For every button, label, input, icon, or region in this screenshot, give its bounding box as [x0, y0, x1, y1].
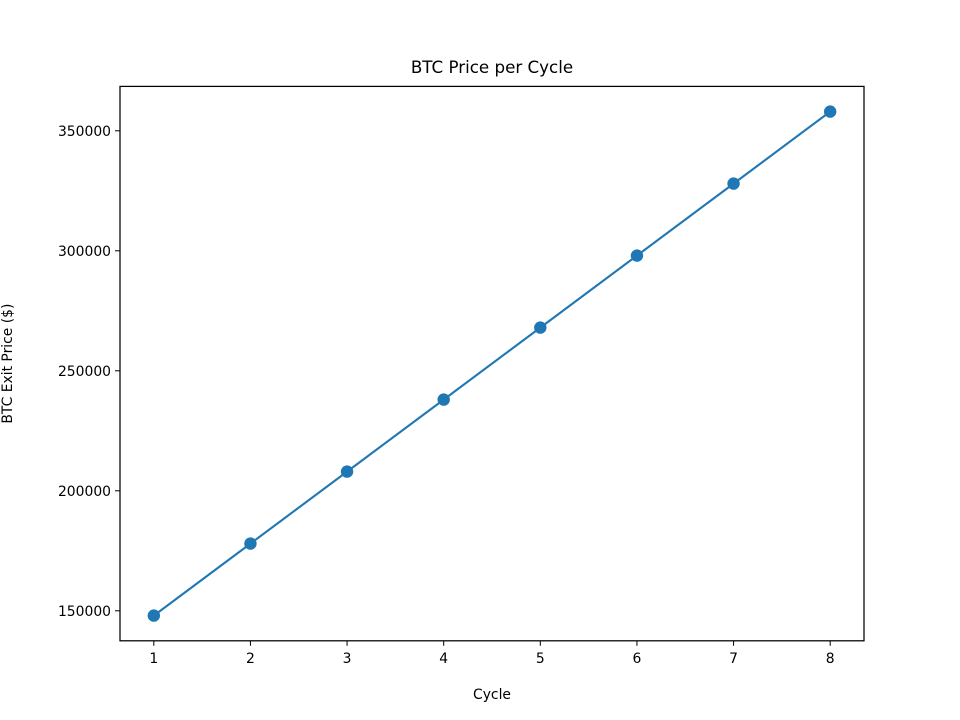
series-layer: [147, 105, 837, 622]
y-tick-label: 150000: [58, 604, 111, 620]
data-point: [823, 105, 837, 118]
x-tick-label: 1: [149, 651, 158, 667]
x-tick-label: 2: [246, 651, 255, 667]
x-tick-label: 7: [729, 651, 738, 667]
chart-title: BTC Price per Cycle: [411, 57, 573, 77]
data-point: [630, 249, 644, 262]
x-tick-label: 5: [536, 651, 545, 667]
data-point: [147, 609, 161, 622]
y-axis-label: BTC Exit Price ($): [0, 304, 16, 424]
data-point: [340, 465, 354, 478]
data-point: [534, 321, 547, 334]
y-axis-ticks: 150000 200000 250000 300000 350000: [58, 124, 120, 620]
data-point: [244, 537, 257, 550]
plot-frame: [119, 85, 865, 642]
x-tick-label: 8: [826, 651, 835, 667]
data-point: [437, 393, 450, 406]
data-point: [727, 177, 740, 190]
y-tick-label: 200000: [58, 484, 111, 500]
y-tick-label: 250000: [58, 364, 111, 380]
series-line: [152, 110, 832, 618]
x-tick-label: 3: [343, 651, 352, 667]
y-tick-label: 350000: [58, 124, 111, 140]
x-tick-label: 6: [633, 651, 642, 667]
x-tick-label: 4: [439, 651, 448, 667]
y-tick-label: 300000: [58, 244, 111, 260]
x-axis-label: Cycle: [473, 687, 511, 703]
x-axis-ticks: 1 2 3 4 5 6 7 8: [149, 640, 835, 667]
